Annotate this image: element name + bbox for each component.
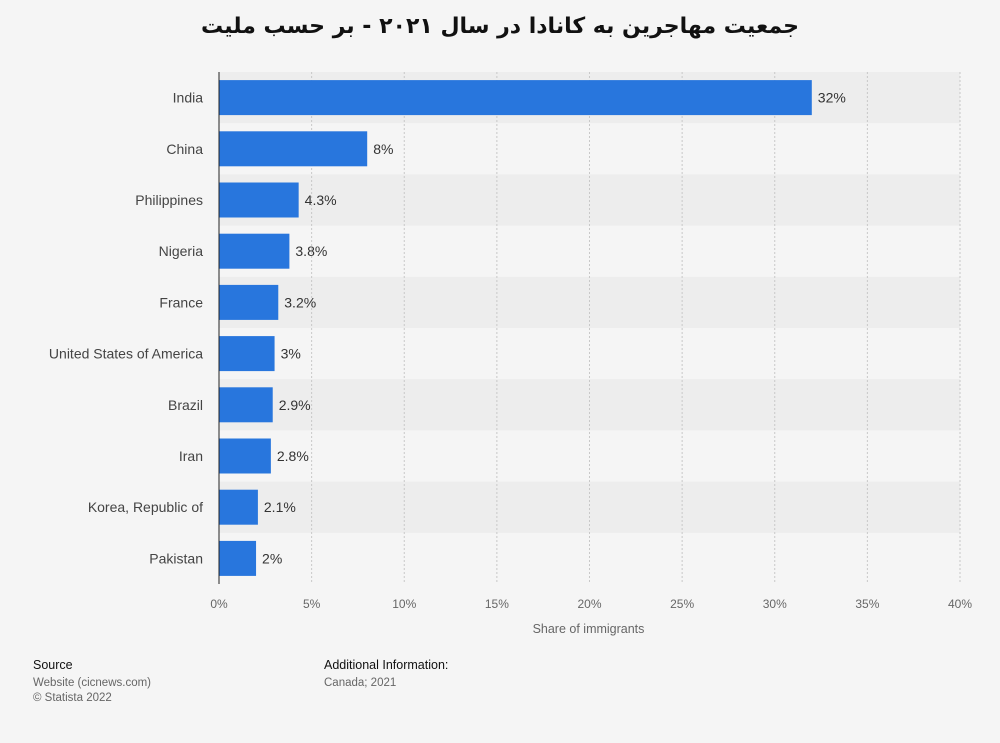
x-tick-label: 0% — [210, 597, 228, 611]
x-tick-label: 5% — [303, 597, 321, 611]
x-tick-label: 30% — [763, 597, 787, 611]
x-tick-label: 35% — [855, 597, 879, 611]
bar — [219, 182, 299, 218]
bar — [219, 233, 290, 269]
category-label: India — [173, 90, 204, 106]
copyright-line: © Statista 2022 — [33, 692, 112, 704]
category-label: Nigeria — [159, 243, 204, 259]
bar — [219, 284, 279, 320]
source-heading: Source — [33, 658, 73, 672]
source-line[interactable]: Website (cicnews.com) — [33, 677, 152, 689]
value-label: 8% — [373, 141, 393, 157]
additional-info-line: Canada; 2021 — [324, 677, 397, 689]
category-label: China — [166, 141, 203, 157]
additional-info-block: Additional Information: Canada; 2021 — [324, 658, 448, 691]
value-label: 2% — [262, 550, 282, 566]
bar — [219, 489, 258, 525]
value-label: 2.9% — [279, 397, 311, 413]
value-label: 4.3% — [305, 192, 337, 208]
value-label: 3.8% — [295, 243, 327, 259]
value-label: 3.2% — [284, 294, 316, 310]
bar — [219, 438, 271, 474]
category-label: Iran — [179, 448, 203, 464]
value-label: 2.8% — [277, 448, 309, 464]
x-axis-title: Share of immigrants — [533, 622, 645, 636]
x-tick-label: 15% — [485, 597, 509, 611]
category-label: Korea, Republic of — [88, 499, 203, 515]
value-label: 32% — [818, 90, 846, 106]
x-tick-label: 10% — [392, 597, 416, 611]
additional-info-heading: Additional Information: — [324, 658, 449, 672]
value-label: 2.1% — [264, 499, 296, 515]
bar — [219, 540, 257, 576]
category-label: United States of America — [49, 346, 203, 362]
category-label: Brazil — [168, 397, 203, 413]
bar — [219, 336, 275, 372]
source-block: Source Website (cicnews.com) © Statista … — [33, 658, 151, 706]
bar-chart: India 32% China 8% Philippines 4.3% Nigeria 3.8… — [49, 72, 972, 636]
bar — [219, 387, 273, 423]
value-label: 3% — [281, 346, 301, 362]
x-tick-label: 40% — [948, 597, 972, 611]
category-label: Philippines — [135, 192, 203, 208]
bar — [219, 131, 368, 167]
chart-title: جمعیت مهاجرین به کانادا در سال ۲۰۲۱ - بر… — [200, 14, 800, 39]
x-tick-label: 25% — [670, 597, 694, 611]
category-label: Pakistan — [149, 550, 203, 566]
bar — [219, 80, 812, 116]
x-tick-label: 20% — [577, 597, 601, 611]
category-label: France — [159, 294, 203, 310]
